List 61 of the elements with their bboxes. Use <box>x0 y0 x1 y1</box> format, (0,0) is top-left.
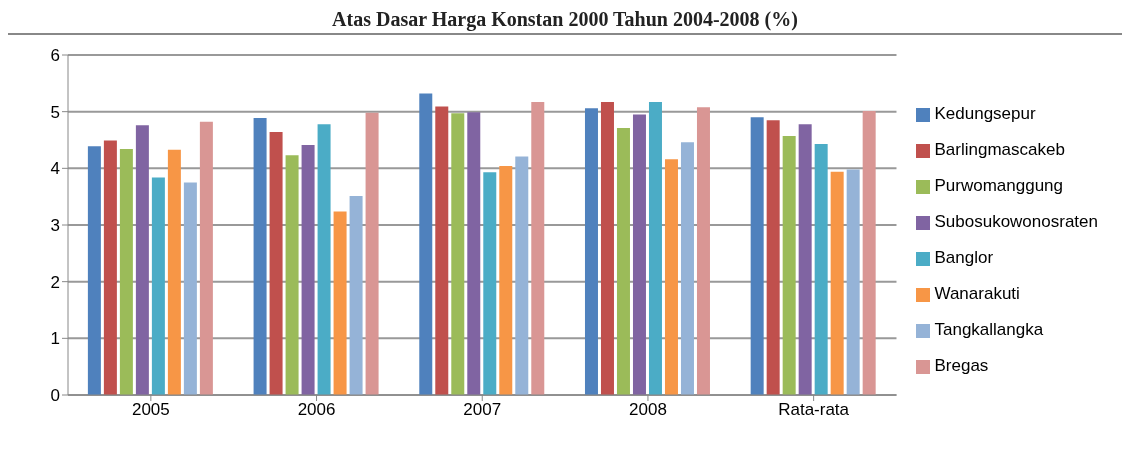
legend-label: Subosukowonosraten <box>934 212 1098 231</box>
bar <box>515 156 529 395</box>
legend-label: Wanarakuti <box>934 284 1020 303</box>
bar <box>584 108 598 395</box>
bar <box>798 124 812 395</box>
legend-label: Tangkallangka <box>934 320 1044 339</box>
bar <box>632 114 646 395</box>
bar <box>419 93 433 395</box>
bar <box>664 159 678 395</box>
y-tick-label: 4 <box>50 159 60 179</box>
bar <box>365 112 379 395</box>
bar <box>119 149 133 395</box>
x-tick-label: 2005 <box>131 400 170 420</box>
bar <box>317 124 331 395</box>
legend-label: Banglor <box>934 248 994 267</box>
y-tick-label: 3 <box>50 216 60 236</box>
bar <box>451 113 465 395</box>
bar <box>183 182 197 395</box>
bar <box>766 120 780 395</box>
bar <box>269 132 283 395</box>
bar <box>750 117 764 395</box>
chart-title: Atas Dasar Harga Konstan 2000 Tahun 2004-2008 (%) <box>8 8 1122 35</box>
bar <box>616 128 630 395</box>
legend-label: Purwomanggung <box>934 176 1064 195</box>
bar <box>87 146 101 395</box>
bar <box>846 169 860 395</box>
bar <box>199 121 213 395</box>
bar <box>349 196 363 395</box>
bar <box>600 102 614 395</box>
y-tick-label: 2 <box>50 272 60 292</box>
bar <box>531 102 545 395</box>
bar <box>499 166 513 395</box>
bar <box>301 145 315 395</box>
y-tick-label: 6 <box>50 46 60 66</box>
x-tick-label: 2006 <box>297 400 336 420</box>
y-tick-label: 5 <box>50 102 60 122</box>
legend-label: Kedungsepur <box>934 104 1036 123</box>
legend-label: Bregas <box>934 356 989 375</box>
bar <box>285 155 299 395</box>
bar <box>648 102 662 395</box>
y-tick-label: 1 <box>50 329 60 349</box>
bar <box>483 172 497 395</box>
bar <box>151 177 165 395</box>
y-tick-label: 0 <box>50 386 60 406</box>
legend-label: Barlingmascakeb <box>934 140 1065 159</box>
bar <box>696 107 710 395</box>
bar <box>814 143 828 395</box>
bar <box>167 149 181 395</box>
bar <box>103 140 117 395</box>
x-tick-label: 2007 <box>463 400 502 420</box>
bar <box>782 136 796 395</box>
bar <box>680 142 694 395</box>
x-tick-label: 2008 <box>629 400 667 420</box>
bar <box>253 117 267 395</box>
bar <box>862 111 876 395</box>
bar <box>830 171 844 395</box>
bar <box>435 106 449 395</box>
bar <box>467 112 481 395</box>
bar <box>135 125 149 395</box>
bar <box>333 211 347 395</box>
x-tick-label: Rata-rata <box>778 400 850 420</box>
